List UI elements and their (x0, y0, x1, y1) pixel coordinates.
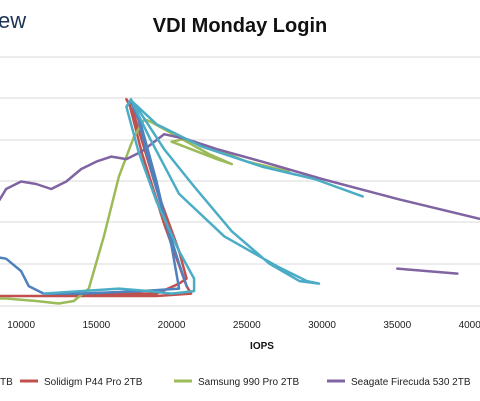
series-line (396, 267, 459, 275)
brand-logo-fragment: ew (0, 8, 26, 33)
x-tick-label: 40000 (459, 320, 480, 331)
chart-title: VDI Monday Login (153, 15, 327, 37)
x-axis-ticks: 10000 15000 20000 25000 30000 35000 40000 (7, 320, 480, 331)
series-line (0, 98, 193, 298)
x-axis-label: IOPS (250, 341, 274, 352)
series-line (0, 100, 188, 295)
legend: TB Solidigm P44 Pro 2TB Samsung 990 Pro 2T… (0, 377, 471, 388)
x-tick-label: 10000 (7, 320, 35, 331)
legend-label: Samsung 990 Pro 2TB (198, 377, 299, 388)
legend-label: TB (0, 377, 13, 388)
x-tick-label: 20000 (158, 320, 186, 331)
legend-label: Seagate Firecuda 530 2TB (351, 377, 471, 388)
legend-label: Solidigm P44 Pro 2TB (44, 377, 143, 388)
series-group (0, 98, 480, 305)
x-tick-label: 30000 (308, 320, 336, 331)
series-line (0, 132, 480, 221)
series-line (42, 98, 364, 295)
x-tick-label: 25000 (233, 320, 261, 331)
series-line (0, 118, 291, 305)
x-tick-label: 15000 (82, 320, 110, 331)
x-tick-label: 35000 (383, 320, 411, 331)
gridlines (0, 56, 480, 307)
